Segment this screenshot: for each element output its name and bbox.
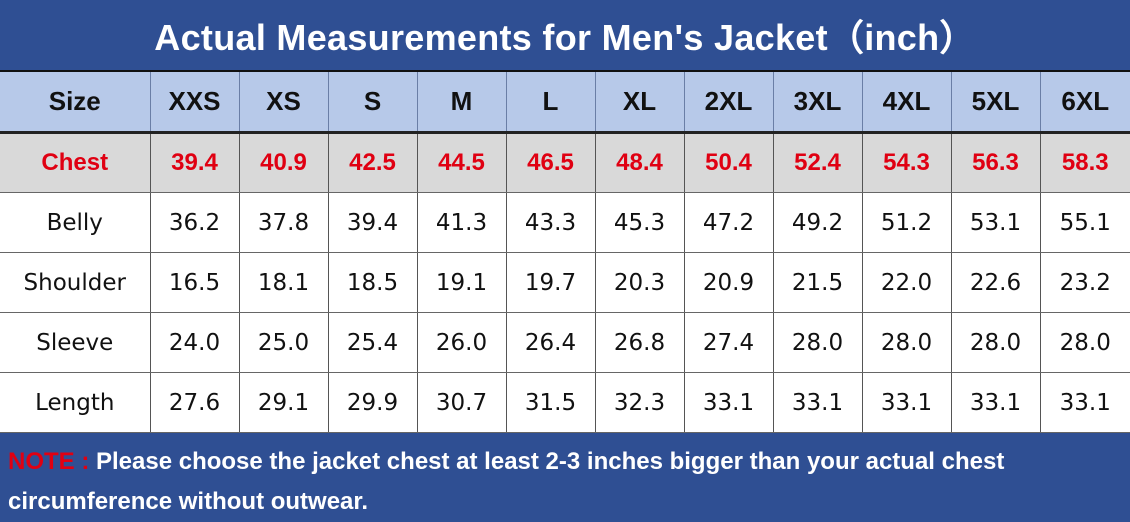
measurement-cell: 32.3 [595, 372, 685, 433]
note-label: NOTE : [8, 448, 90, 475]
measurement-row-sleeve: Sleeve 24.0 25.0 25.4 26.0 26.4 26.8 27.4 28.0 28… [0, 312, 1130, 373]
measurement-cell: 33.1 [684, 372, 774, 433]
measurement-cell: 33.1 [862, 372, 952, 433]
measurement-cell: 22.6 [951, 252, 1041, 313]
size-header-cell: XL [595, 72, 685, 134]
measurement-cell: 19.1 [417, 252, 507, 313]
measurement-cell: 54.3 [862, 132, 952, 193]
measurement-cell: 39.4 [150, 132, 240, 193]
measurement-cell: 19.7 [506, 252, 596, 313]
measurement-table: Size XXS XS S M L XL 2XL 3XL 4XL 5XL 6XL… [0, 72, 1130, 433]
row-label: Sleeve [0, 312, 151, 373]
size-header-cell: 3XL [773, 72, 863, 134]
measurement-cell: 18.1 [239, 252, 329, 313]
measurement-cell: 23.2 [1040, 252, 1130, 313]
row-label: Length [0, 372, 151, 433]
measurement-cell: 40.9 [239, 132, 329, 193]
measurement-cell: 26.0 [417, 312, 507, 373]
measurement-cell: 29.1 [239, 372, 329, 433]
measurement-cell: 55.1 [1040, 192, 1130, 253]
measurement-cell: 28.0 [1040, 312, 1130, 373]
measurement-cell: 28.0 [951, 312, 1041, 373]
measurement-cell: 50.4 [684, 132, 774, 193]
row-label: Shoulder [0, 252, 151, 313]
size-header-cell: S [328, 72, 418, 134]
measurement-row-belly: Belly 36.2 37.8 39.4 41.3 43.3 45.3 47.2 49.2 51.… [0, 192, 1130, 253]
measurement-cell: 33.1 [1040, 372, 1130, 433]
measurement-cell: 36.2 [150, 192, 240, 253]
note-text: Please choose the jacket chest at least … [8, 448, 1005, 515]
measurement-cell: 26.8 [595, 312, 685, 373]
measurement-cell: 18.5 [328, 252, 418, 313]
measurement-cell: 16.5 [150, 252, 240, 313]
measurement-cell: 25.0 [239, 312, 329, 373]
measurement-cell: 42.5 [328, 132, 418, 193]
row-label: Chest [0, 132, 151, 193]
measurement-cell: 33.1 [773, 372, 863, 433]
measurement-cell: 22.0 [862, 252, 952, 313]
measurement-cell: 25.4 [328, 312, 418, 373]
measurement-cell: 49.2 [773, 192, 863, 253]
measurement-cell: 31.5 [506, 372, 596, 433]
size-header-cell: XS [239, 72, 329, 134]
size-header-cell: L [506, 72, 596, 134]
measurement-cell: 33.1 [951, 372, 1041, 433]
size-header-label: Size [0, 72, 151, 134]
measurement-cell: 53.1 [951, 192, 1041, 253]
measurement-cell: 27.4 [684, 312, 774, 373]
measurement-cell: 37.8 [239, 192, 329, 253]
measurement-row-shoulder: Shoulder 16.5 18.1 18.5 19.1 19.7 20.3 20.9 21.5… [0, 252, 1130, 313]
measurement-cell: 27.6 [150, 372, 240, 433]
measurement-cell: 30.7 [417, 372, 507, 433]
size-header-cell: M [417, 72, 507, 134]
measurement-cell: 41.3 [417, 192, 507, 253]
measurement-cell: 46.5 [506, 132, 596, 193]
chart-title: Actual Measurements for Men's Jacket（inc… [154, 17, 976, 58]
measurement-cell: 52.4 [773, 132, 863, 193]
measurement-cell: 43.3 [506, 192, 596, 253]
measurement-cell: 45.3 [595, 192, 685, 253]
measurement-cell: 56.3 [951, 132, 1041, 193]
size-header-cell: 4XL [862, 72, 952, 134]
row-label: Belly [0, 192, 151, 253]
header-row: Size XXS XS S M L XL 2XL 3XL 4XL 5XL 6XL [0, 72, 1130, 134]
measurement-cell: 58.3 [1040, 132, 1130, 193]
measurement-cell: 26.4 [506, 312, 596, 373]
measurement-cell: 39.4 [328, 192, 418, 253]
measurement-row-chest: Chest 39.4 40.9 42.5 44.5 46.5 48.4 50.4 52.4 54.… [0, 132, 1130, 193]
measurement-row-length: Length 27.6 29.1 29.9 30.7 31.5 32.3 33.1 33.1 33… [0, 372, 1130, 433]
measurement-cell: 48.4 [595, 132, 685, 193]
size-header-cell: 2XL [684, 72, 774, 134]
measurement-cell: 20.9 [684, 252, 774, 313]
measurement-cell: 24.0 [150, 312, 240, 373]
measurement-cell: 44.5 [417, 132, 507, 193]
title-bar: Actual Measurements for Men's Jacket（inc… [0, 0, 1130, 72]
size-header-cell: 5XL [951, 72, 1041, 134]
measurement-cell: 28.0 [862, 312, 952, 373]
measurement-cell: 20.3 [595, 252, 685, 313]
measurement-cell: 51.2 [862, 192, 952, 253]
size-header-cell: XXS [150, 72, 240, 134]
note-banner: NOTE : Please choose the jacket chest at… [0, 433, 1130, 522]
measurement-cell: 29.9 [328, 372, 418, 433]
measurement-cell: 21.5 [773, 252, 863, 313]
size-header-cell: 6XL [1040, 72, 1130, 134]
measurement-cell: 28.0 [773, 312, 863, 373]
measurement-cell: 47.2 [684, 192, 774, 253]
